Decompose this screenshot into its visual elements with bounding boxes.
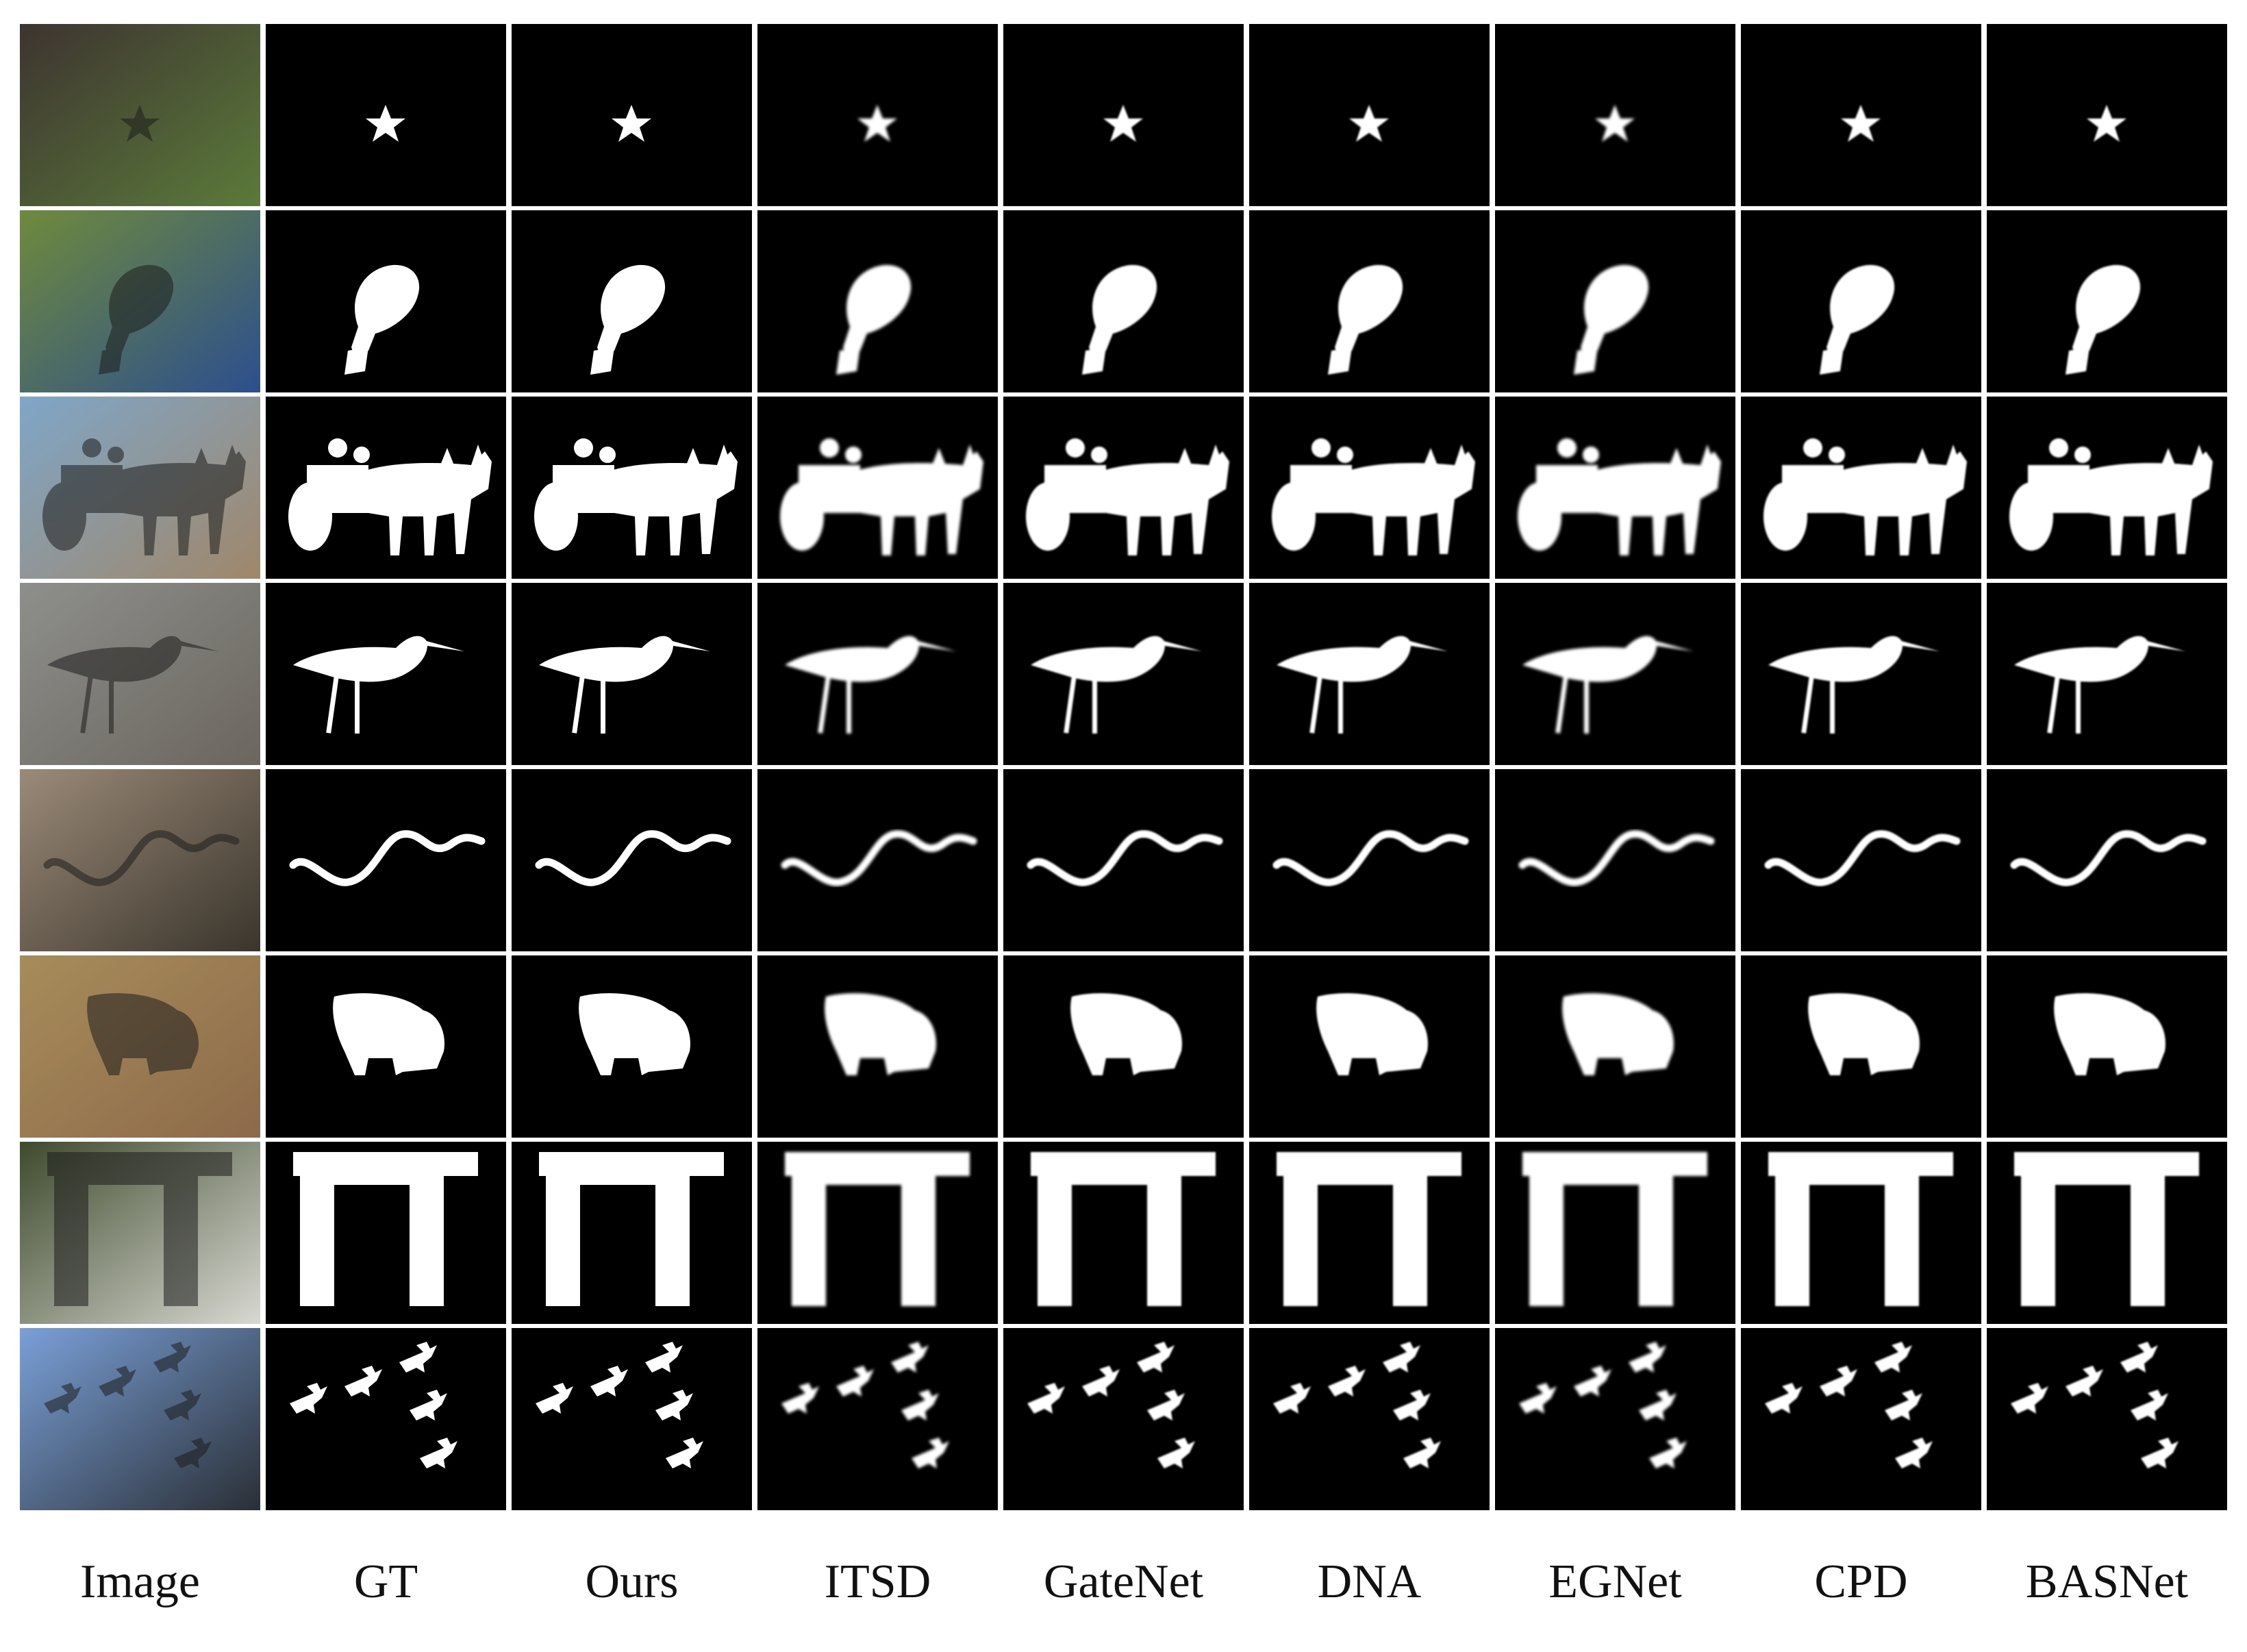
egnet-saliency-map-7 <box>1495 1142 1735 1324</box>
column-label-ours: Ours <box>585 1555 679 1608</box>
egnet-saliency-map-6 <box>1495 955 1735 1138</box>
basnet-saliency-map-7 <box>1987 1142 2227 1324</box>
egnet-saliency-map-3 <box>1495 397 1735 579</box>
cpd-saliency-map-3 <box>1741 397 1981 579</box>
cpd-saliency-map-8 <box>1741 1328 1981 1510</box>
dna-saliency-map-3 <box>1249 397 1490 579</box>
gatenet-saliency-map-3 <box>1003 397 1244 579</box>
column-label-gatenet: GateNet <box>1043 1555 1204 1608</box>
ours-saliency-map-7 <box>512 1142 752 1324</box>
basnet-saliency-map-2 <box>1987 210 2227 392</box>
column-label-cpd: CPD <box>1814 1555 1908 1608</box>
egnet-saliency-map-2 <box>1495 210 1735 392</box>
egnet-saliency-map-8 <box>1495 1328 1735 1510</box>
gt-saliency-map-2 <box>266 210 506 392</box>
column-label-itsd: ITSD <box>824 1555 931 1608</box>
gt-saliency-map-8 <box>266 1328 506 1510</box>
cpd-saliency-map-4 <box>1741 583 1981 765</box>
cpd-saliency-map-5 <box>1741 769 1981 951</box>
ours-saliency-map-6 <box>512 955 752 1138</box>
basnet-saliency-map-8 <box>1987 1328 2227 1510</box>
ours-saliency-map-4 <box>512 583 752 765</box>
basnet-saliency-map-1 <box>1987 24 2227 206</box>
gt-saliency-map-1 <box>266 24 506 206</box>
gatenet-saliency-map-4 <box>1003 583 1244 765</box>
ours-saliency-map-3 <box>512 397 752 579</box>
input-photo-3 <box>20 397 260 579</box>
input-photo-5 <box>20 769 260 951</box>
column-label-gt: GT <box>353 1555 418 1608</box>
cpd-saliency-map-6 <box>1741 955 1981 1138</box>
egnet-saliency-map-5 <box>1495 769 1735 951</box>
column-label-basnet: BASNet <box>2025 1555 2189 1608</box>
basnet-saliency-map-4 <box>1987 583 2227 765</box>
column-label-dna: DNA <box>1317 1555 1422 1608</box>
column-label-image: Image <box>80 1555 200 1608</box>
gt-saliency-map-3 <box>266 397 506 579</box>
dna-saliency-map-2 <box>1249 210 1490 392</box>
cpd-saliency-map-2 <box>1741 210 1981 392</box>
input-photo-2 <box>20 210 260 392</box>
input-photo-1 <box>20 24 260 206</box>
itsd-saliency-map-5 <box>757 769 998 951</box>
gatenet-saliency-map-5 <box>1003 769 1244 951</box>
ours-saliency-map-1 <box>512 24 752 206</box>
gatenet-saliency-map-2 <box>1003 210 1244 392</box>
basnet-saliency-map-5 <box>1987 769 2227 951</box>
itsd-saliency-map-4 <box>757 583 998 765</box>
gt-saliency-map-4 <box>266 583 506 765</box>
egnet-saliency-map-1 <box>1495 24 1735 206</box>
basnet-saliency-map-6 <box>1987 955 2227 1138</box>
gatenet-saliency-map-6 <box>1003 955 1244 1138</box>
dna-saliency-map-7 <box>1249 1142 1490 1324</box>
gt-saliency-map-6 <box>266 955 506 1138</box>
itsd-saliency-map-6 <box>757 955 998 1138</box>
itsd-saliency-map-1 <box>757 24 998 206</box>
column-label-egnet: EGNet <box>1548 1555 1682 1608</box>
dna-saliency-map-8 <box>1249 1328 1490 1510</box>
ours-saliency-map-5 <box>512 769 752 951</box>
input-photo-7 <box>20 1142 260 1324</box>
gt-saliency-map-5 <box>266 769 506 951</box>
gatenet-saliency-map-7 <box>1003 1142 1244 1324</box>
itsd-saliency-map-2 <box>757 210 998 392</box>
dna-saliency-map-6 <box>1249 955 1490 1138</box>
cpd-saliency-map-7 <box>1741 1142 1981 1324</box>
basnet-saliency-map-3 <box>1987 397 2227 579</box>
dna-saliency-map-1 <box>1249 24 1490 206</box>
gatenet-saliency-map-8 <box>1003 1328 1244 1510</box>
cpd-saliency-map-1 <box>1741 24 1981 206</box>
input-photo-4 <box>20 583 260 765</box>
ours-saliency-map-8 <box>512 1328 752 1510</box>
dna-saliency-map-4 <box>1249 583 1490 765</box>
gt-saliency-map-7 <box>266 1142 506 1324</box>
itsd-saliency-map-8 <box>757 1328 998 1510</box>
ours-saliency-map-2 <box>512 210 752 392</box>
gatenet-saliency-map-1 <box>1003 24 1244 206</box>
itsd-saliency-map-7 <box>757 1142 998 1324</box>
input-photo-8 <box>20 1328 260 1510</box>
egnet-saliency-map-4 <box>1495 583 1735 765</box>
itsd-saliency-map-3 <box>757 397 998 579</box>
dna-saliency-map-5 <box>1249 769 1490 951</box>
input-photo-6 <box>20 955 260 1138</box>
